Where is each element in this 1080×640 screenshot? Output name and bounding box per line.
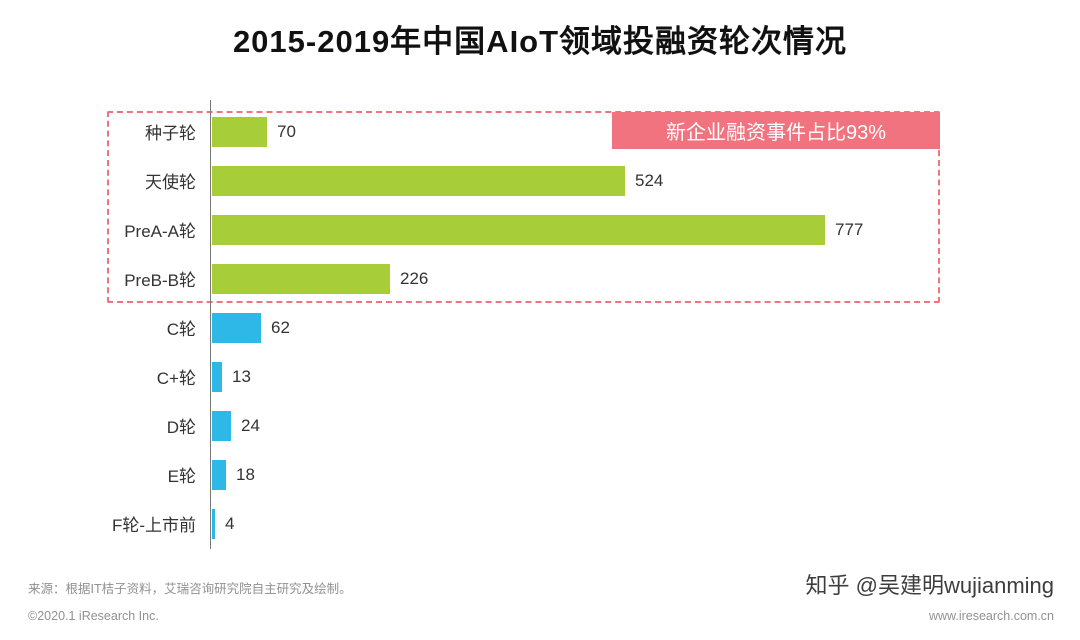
value-label: 70 — [277, 121, 296, 141]
chart-row: C轮 62 — [0, 303, 1080, 352]
bar — [212, 508, 215, 539]
chart-row: D轮 24 — [0, 401, 1080, 450]
page-title: 2015-2019年中国AIoT领域投融资轮次情况 — [232, 24, 848, 59]
source-text: 来源：根据IT桔子资料，艾瑞咨询研究院自主研究及绘制。 — [28, 582, 352, 596]
value-label: 524 — [635, 170, 664, 190]
bar — [212, 116, 267, 147]
value-label: 62 — [271, 317, 290, 337]
value-label: 4 — [225, 513, 235, 533]
chart-row: PreB-B轮 226 — [0, 254, 1080, 303]
chart-row: PreA-A轮 777 — [0, 205, 1080, 254]
chart-row: 天使轮 524 — [0, 156, 1080, 205]
chart-row: E轮 18 — [0, 450, 1080, 499]
category-label: 种子轮 — [145, 124, 196, 143]
value-label: 18 — [236, 464, 255, 484]
chart-row: F轮-上市前 4 — [0, 499, 1080, 548]
value-label: 777 — [835, 219, 864, 239]
category-label: 天使轮 — [145, 173, 196, 192]
axis-line — [210, 100, 211, 549]
category-label: D轮 — [166, 418, 196, 437]
category-label: C轮 — [166, 320, 196, 339]
category-label: PreB-B轮 — [124, 271, 196, 290]
bar — [212, 214, 825, 245]
chart-row: C+轮 13 — [0, 352, 1080, 401]
value-label: 226 — [400, 268, 429, 288]
chart-rows: 种子轮 70 天使轮 524 PreA-A轮 777 PreB-B轮 226 C轮 62 C+轮 13… — [0, 107, 1080, 548]
watermark-text: 知乎 @吴建明wujianming — [805, 573, 1055, 598]
bar — [212, 459, 226, 490]
bar — [212, 263, 390, 294]
copyright-text: ©2020.1 iResearch Inc. — [28, 609, 159, 623]
chart-row: 种子轮 70 — [0, 107, 1080, 156]
site-url: www.iresearch.com.cn — [928, 609, 1054, 623]
bar — [212, 410, 231, 441]
bar — [212, 361, 222, 392]
bar — [212, 312, 261, 343]
highlight-box — [107, 111, 940, 303]
category-label: C+轮 — [156, 369, 196, 388]
value-label: 13 — [232, 366, 251, 386]
category-label: PreA-A轮 — [124, 222, 196, 241]
value-label: 24 — [241, 415, 260, 435]
bar — [212, 165, 625, 196]
category-label: E轮 — [167, 467, 196, 486]
annotation-label: 新企业融资事件占比93% — [665, 122, 887, 144]
annotation-badge: 新企业融资事件占比93% — [612, 112, 940, 149]
category-label: F轮-上市前 — [111, 516, 196, 535]
